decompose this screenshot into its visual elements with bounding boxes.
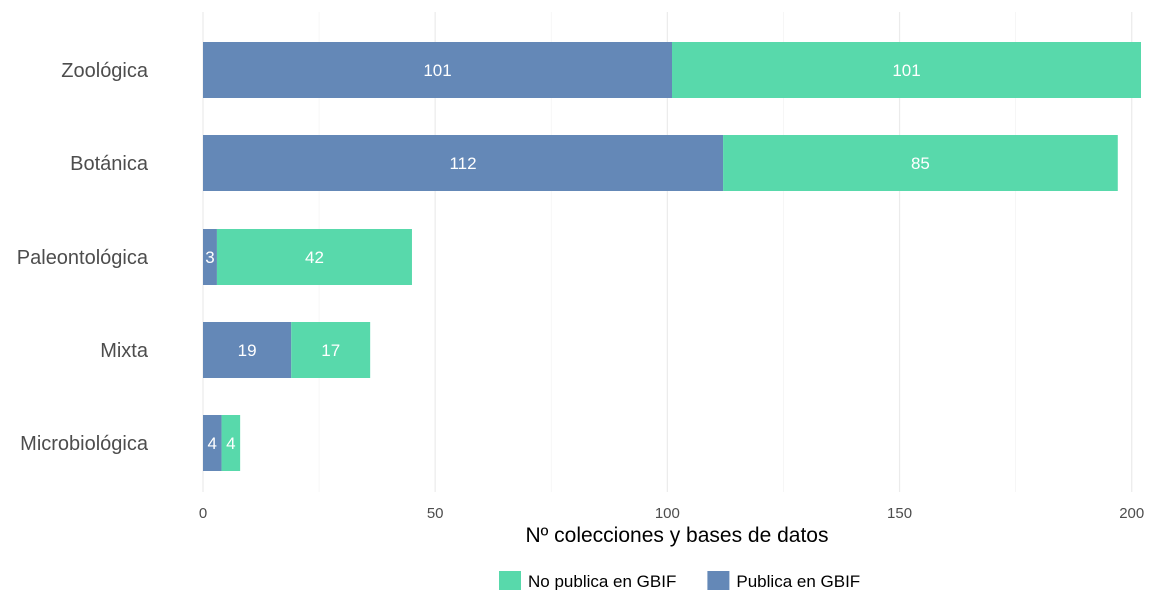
bar-segment [216, 229, 412, 285]
legend-label: No publica en GBIF [528, 572, 676, 590]
bar-value-label: 4 [208, 434, 217, 453]
bar-value-label: 3 [205, 248, 214, 267]
x-tick-labels: 0 50 100 150 200 [199, 505, 1144, 522]
x-tick-label: 150 [887, 505, 912, 522]
category-label: Mixta [100, 340, 149, 362]
x-tick-label: 100 [655, 505, 680, 522]
bar-segment [221, 415, 241, 471]
category-label: Botánica [70, 153, 149, 175]
bar-segment [723, 135, 1118, 191]
bar-segment [203, 42, 672, 98]
legend: No publica en GBIF Publica en GBIF [499, 571, 860, 590]
category-label: Zoológica [61, 60, 149, 82]
category-labels: Zoológica Botánica Paleontológica Mixta Micr… [17, 60, 149, 455]
bar-segment [203, 229, 217, 285]
bar-segment [203, 415, 222, 471]
legend-swatch [499, 571, 521, 590]
x-tick-label: 200 [1119, 505, 1144, 522]
bar-value-label: 19 [238, 341, 257, 360]
bar-value-label: 4 [226, 434, 235, 453]
bar-segment [672, 42, 1141, 98]
category-label: Paleontológica [17, 247, 149, 269]
bars-group: 101 101 112 85 3 42 19 17 4 4 [203, 42, 1141, 471]
x-axis-title: Nº colecciones y bases de datos [525, 524, 828, 547]
bar-value-label: 101 [423, 61, 451, 80]
bar-value-label: 112 [449, 154, 476, 173]
x-tick-label: 50 [427, 505, 444, 522]
bar-value-label: 42 [305, 248, 324, 267]
bar-value-label: 85 [911, 154, 930, 173]
bar-value-label: 101 [892, 61, 920, 80]
bar-value-label: 17 [321, 341, 340, 360]
x-tick-label: 0 [199, 505, 207, 522]
bar-segment [203, 135, 724, 191]
legend-swatch [707, 571, 730, 590]
bar-segment [291, 322, 371, 378]
bar-segment [203, 322, 292, 378]
category-label: Microbiológica [20, 433, 149, 455]
legend-label: Publica en GBIF [736, 572, 860, 590]
